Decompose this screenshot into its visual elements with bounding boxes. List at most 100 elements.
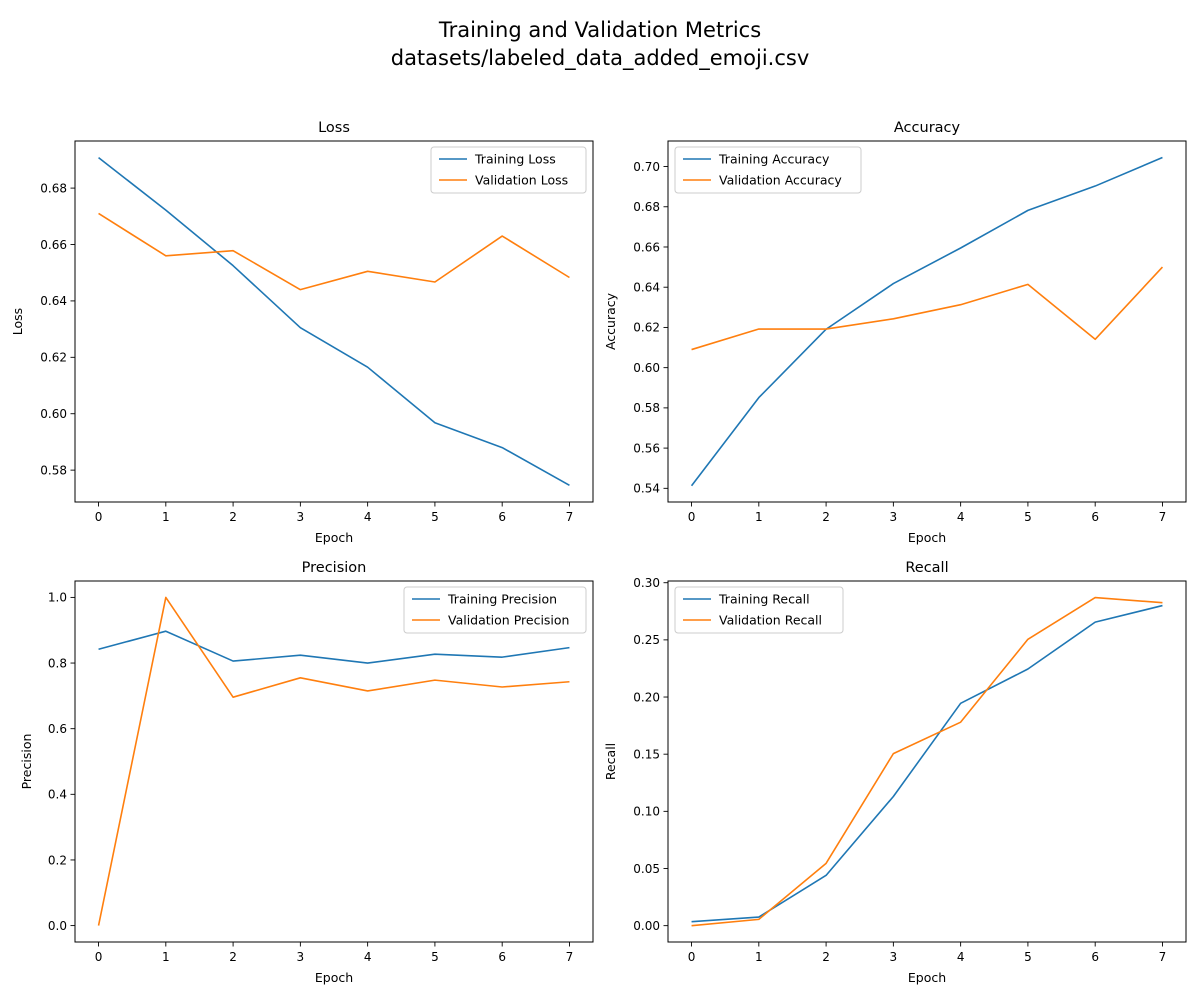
y-tick-label: 0.70: [633, 160, 660, 174]
legend-label: Validation Loss: [475, 173, 568, 188]
y-tick-label: 0.30: [633, 576, 660, 590]
y-tick-label: 0.0: [48, 919, 67, 933]
x-tick-label: 3: [297, 510, 305, 524]
subplot-recall: 0 1 2 3 4 5 6 7 0.00 0.05 0.10 0.15 0.20 0.25 0.30 Reca…: [603, 560, 1187, 985]
y-tick-label: 0.58: [40, 463, 67, 477]
y-tick-label: 0.64: [40, 294, 67, 308]
x-axis-label: Epoch: [908, 530, 946, 545]
x-axis-label: Epoch: [315, 970, 353, 985]
y-tick-label: 0.8: [48, 656, 67, 670]
legend-box: [674, 586, 844, 634]
y-tick-label: 0.4: [48, 788, 67, 802]
x-axis-label: Epoch: [908, 970, 946, 985]
y-tick-label: 0.64: [633, 281, 660, 295]
x-tick-label: 6: [498, 950, 506, 964]
y-tick-label: 0.00: [633, 919, 660, 933]
y-tick-label: 0.2: [48, 853, 67, 867]
x-tick-label: 1: [755, 510, 763, 524]
y-axis-label: Loss: [10, 308, 25, 335]
subplot-precision: 0 1 2 3 4 5 6 7 0.0 0.2 0.4 0.6 0.8 1.0 Precision Epoch…: [19, 560, 594, 985]
x-tick-label: 7: [566, 510, 574, 524]
x-tick-label: 0: [95, 950, 103, 964]
subplot-loss: 0 1 2 3 4 5 6 7 0.58 0.60 0.62 0.64 0.66 0.68 Loss Epoc…: [10, 120, 594, 545]
series-line-validation-recall: [691, 596, 1163, 927]
legend-label: Training Recall: [718, 592, 810, 607]
y-tick-label: 0.68: [633, 200, 660, 214]
y-tick-label: 0.05: [633, 862, 660, 876]
series-line-validation-accuracy: [691, 266, 1164, 351]
figure-title: Training and Validation Metrics datasets…: [0, 16, 1200, 72]
legend-box: [674, 146, 862, 194]
y-axis-label: Accuracy: [603, 292, 618, 350]
subplot-title: Loss: [318, 120, 350, 136]
x-tick-label: 7: [1159, 510, 1167, 524]
series-line-validation-precision: [97, 596, 570, 926]
figure-title-line-2: datasets/labeled_data_added_emoji.csv: [390, 46, 810, 70]
legend-box: [430, 146, 587, 194]
legend-box: [403, 586, 587, 634]
y-tick-label: 0.60: [633, 361, 660, 375]
figure-title-line-1: Training and Validation Metrics: [438, 18, 762, 42]
legend-label: Validation Recall: [719, 613, 822, 628]
legend-label: Training Accuracy: [718, 152, 830, 167]
y-tick-label: 0.62: [40, 351, 67, 365]
x-tick-label: 7: [566, 950, 574, 964]
subplot-accuracy: 0 1 2 3 4 5 6 7 0.54 0.56 0.58 0.60 0.62 0.64 0.66 0.68…: [603, 120, 1187, 545]
x-tick-label: 6: [498, 510, 506, 524]
y-tick-label: 0.66: [633, 240, 660, 254]
subplot-title: Precision: [302, 560, 367, 576]
x-tick-label: 1: [755, 950, 763, 964]
x-tick-label: 4: [364, 950, 372, 964]
x-tick-label: 7: [1159, 950, 1167, 964]
y-tick-label: 0.68: [40, 181, 67, 195]
y-axis-label: Recall: [603, 743, 618, 780]
y-tick-label: 0.15: [633, 747, 660, 761]
x-tick-label: 0: [688, 950, 696, 964]
x-tick-label: 3: [890, 950, 898, 964]
axes-frame: [667, 140, 1187, 503]
legend-label: Training Precision: [447, 592, 557, 607]
x-tick-label: 4: [957, 510, 965, 524]
x-tick-label: 4: [364, 510, 372, 524]
axes-frame: [667, 580, 1187, 943]
x-tick-label: 2: [229, 950, 237, 964]
series-line-training-recall: [691, 604, 1163, 923]
legend: Training Precision Validation Precision: [403, 586, 587, 634]
x-tick-label: 2: [822, 510, 830, 524]
x-tick-label: 0: [95, 510, 103, 524]
y-tick-label: 0.58: [633, 401, 660, 415]
y-tick-label: 0.60: [40, 407, 67, 421]
legend: Training Loss Validation Loss: [430, 146, 587, 194]
y-tick-label: 0.54: [633, 482, 660, 496]
series-line-training-accuracy: [690, 156, 1163, 487]
y-tick-label: 0.25: [633, 633, 660, 647]
y-tick-label: 0.6: [48, 722, 67, 736]
axes-frame: [74, 140, 594, 503]
x-tick-label: 1: [162, 510, 170, 524]
subplot-title: Recall: [905, 560, 948, 576]
y-tick-label: 0.66: [40, 238, 67, 252]
legend-label: Validation Precision: [448, 613, 569, 628]
x-tick-label: 2: [229, 510, 237, 524]
x-tick-label: 0: [688, 510, 696, 524]
y-tick-label: 0.10: [633, 805, 660, 819]
x-tick-label: 4: [957, 950, 965, 964]
series-line-training-precision: [98, 630, 570, 664]
y-tick-label: 0.62: [633, 321, 660, 335]
x-tick-label: 5: [431, 510, 439, 524]
x-tick-label: 5: [431, 950, 439, 964]
x-tick-label: 1: [162, 950, 170, 964]
x-tick-label: 6: [1091, 950, 1099, 964]
x-tick-label: 6: [1091, 510, 1099, 524]
x-axis-label: Epoch: [315, 530, 353, 545]
x-tick-label: 2: [822, 950, 830, 964]
x-tick-label: 5: [1024, 510, 1032, 524]
y-tick-label: 0.20: [633, 690, 660, 704]
x-tick-label: 3: [890, 510, 898, 524]
y-tick-label: 1.0: [48, 591, 67, 605]
y-tick-label: 0.56: [633, 441, 660, 455]
legend: Training Recall Validation Recall: [674, 586, 844, 634]
x-tick-label: 5: [1024, 950, 1032, 964]
subplot-title: Accuracy: [894, 120, 961, 136]
